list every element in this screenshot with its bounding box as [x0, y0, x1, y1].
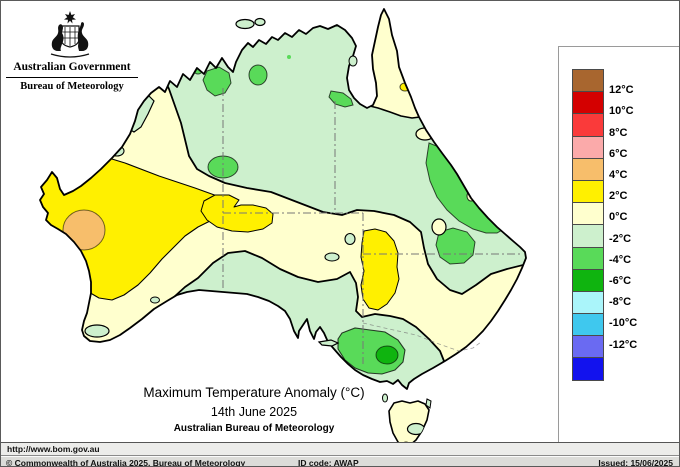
legend-labels: 12°C 10°C 8°C 6°C 4°C 2°C 0°C -2°C -4°C -6°C -8°C -… [609, 70, 669, 390]
footer-copyright: © Commonwealth of Australia 2025, Bureau… [6, 458, 246, 467]
legend-label-4: 4°C [609, 169, 628, 181]
legend-swatch-6 [572, 202, 604, 226]
footer-id-code: ID code: AWAP [298, 458, 359, 467]
state-borders [222, 88, 522, 364]
scroll-banner [50, 53, 90, 58]
region-nsw-green [435, 227, 476, 265]
legend-swatch-9 [572, 268, 604, 292]
spot-sa-mint-1 [344, 232, 356, 246]
legend-label-7: -2°C [609, 232, 632, 245]
legend-swatch-7 [572, 224, 604, 248]
title-block: Maximum Temperature Anomaly (°C) 14th Ju… [94, 385, 414, 434]
legend-swatch-3 [572, 135, 604, 159]
spot-nsw-cream [431, 218, 447, 236]
header-divider [6, 77, 138, 78]
legend-label-0: 12°C [609, 84, 634, 97]
kangaroo-silhouette [51, 24, 64, 51]
legend-swatch-2 [572, 113, 604, 137]
footer-meta-row: © Commonwealth of Australia 2025, Bureau… [1, 456, 679, 467]
flinders-island [425, 398, 432, 409]
legend-swatch-13 [572, 357, 604, 381]
legend-label-12: -12°C [609, 338, 638, 351]
region-nt-green-a [202, 66, 232, 97]
region-albany-mint [84, 324, 110, 338]
legend-label-11: -10°C [609, 317, 638, 330]
map-organisation: Australian Bureau of Meteorology [173, 423, 335, 434]
tasmania-and-islands [235, 17, 432, 442]
region-vic-darkgreen-core [375, 345, 399, 365]
border-nsw-vic-murray [362, 322, 482, 352]
bureau-title: Bureau of Meteorology [20, 81, 124, 92]
coat-of-arms [50, 11, 90, 58]
legend-label-3: 6°C [609, 147, 628, 160]
region-nt-green-b [248, 64, 268, 86]
australia-anomaly-map [39, 8, 527, 442]
legend-swatch-11 [572, 313, 604, 337]
emu-silhouette [77, 22, 89, 51]
star-icon [64, 11, 76, 24]
region-wa-orange-core [62, 209, 106, 251]
legend-swatch-0 [572, 69, 604, 93]
footer-issued: Issued: 15/06/2025 [598, 458, 673, 467]
legend-swatch-5 [572, 179, 604, 204]
legend-label-6: 0°C [609, 211, 628, 224]
legend-label-9: -6°C [609, 275, 632, 287]
tiwi-island-b [254, 17, 266, 27]
tiwi-island-a [235, 18, 255, 30]
footer-url-row: http://www.bom.gov.au [1, 443, 679, 456]
government-title: Australian Government [13, 61, 131, 73]
groote-island [348, 55, 358, 67]
legend-swatch-12 [572, 335, 604, 359]
spot-esperance-mint [150, 296, 160, 304]
spot-sa-mint-2 [324, 252, 340, 262]
legend-swatch-8 [572, 246, 604, 270]
legend-swatch-4 [572, 157, 604, 181]
footer-bar: http://www.bom.gov.au © Commonwealth of … [1, 442, 679, 467]
region-cape-york-cream [352, 9, 428, 119]
legend-label-10: -8°C [609, 296, 632, 309]
legend-label-1: 10°C [609, 105, 634, 118]
king-island [382, 393, 388, 403]
kangaroo-island [317, 339, 340, 347]
map-date: 14th June 2025 [210, 405, 298, 419]
region-sant-yellow [200, 194, 274, 233]
legend-label-2: 8°C [609, 126, 628, 139]
mainland [39, 8, 527, 390]
legend-swatch-10 [572, 290, 604, 315]
legend-swatch-1 [572, 91, 604, 115]
legend-swatches [572, 69, 604, 381]
map-title: Maximum Temperature Anomaly (°C) [143, 385, 365, 400]
region-nt-green-speck [287, 55, 291, 59]
footer-url: http://www.bom.gov.au [7, 444, 100, 454]
legend-label-5: 2°C [609, 190, 628, 203]
coastline [39, 8, 527, 390]
legend-panel: 12°C 10°C 8°C 6°C 4°C 2°C 0°C -2°C -4°C -6°C -8°C -… [558, 46, 679, 443]
legend-label-8: -4°C [609, 253, 632, 266]
